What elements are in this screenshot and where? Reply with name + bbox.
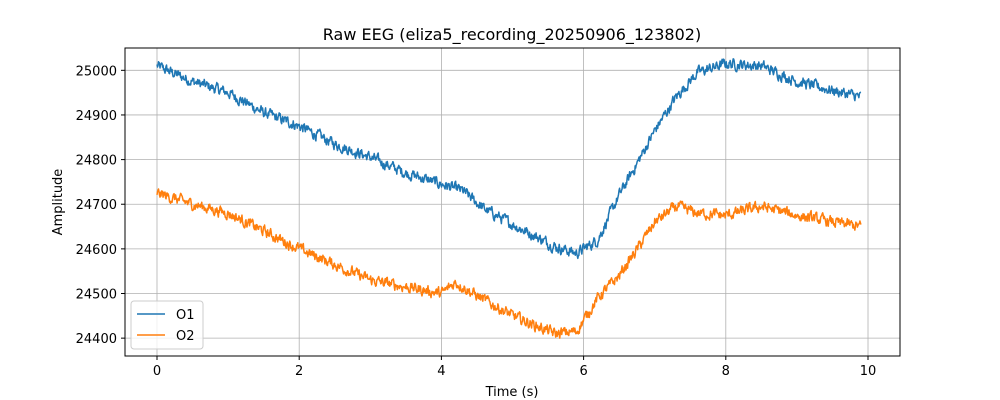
plot-frame [124, 47, 901, 357]
x-tick-label: 10 [860, 364, 877, 379]
x-tick-label: 0 [153, 364, 161, 379]
y-axis-label: Amplitude [51, 169, 66, 236]
y-tick-label: 24700 [76, 198, 117, 213]
series-group [156, 58, 862, 339]
x-tick-label: 8 [722, 364, 730, 379]
x-tick-label: 4 [437, 364, 445, 379]
y-tick-label: 24400 [76, 332, 117, 347]
y-tick-label: 24800 [76, 154, 117, 169]
legend: O1 O2 [130, 300, 204, 350]
x-axis: 0 2 4 6 8 10 [153, 356, 876, 379]
y-axis: 24400 24500 24600 24700 24800 24900 25000 [76, 64, 125, 347]
series-line-o2 [156, 188, 862, 339]
y-tick-label: 24500 [76, 288, 117, 303]
legend-box [130, 300, 204, 350]
legend-label-o2: O2 [176, 329, 195, 344]
y-tick-label: 24600 [76, 243, 117, 258]
y-tick-label: 25000 [76, 64, 117, 79]
chart-title: Raw EEG (eliza5_recording_20250906_12380… [323, 25, 701, 45]
y-tick-label: 24900 [76, 109, 117, 124]
x-tick-label: 2 [295, 364, 303, 379]
series-line-o1 [156, 58, 862, 260]
x-axis-label: Time (s) [485, 385, 539, 400]
legend-label-o1: O1 [176, 308, 195, 323]
x-tick-label: 6 [579, 364, 587, 379]
grid [125, 48, 900, 356]
